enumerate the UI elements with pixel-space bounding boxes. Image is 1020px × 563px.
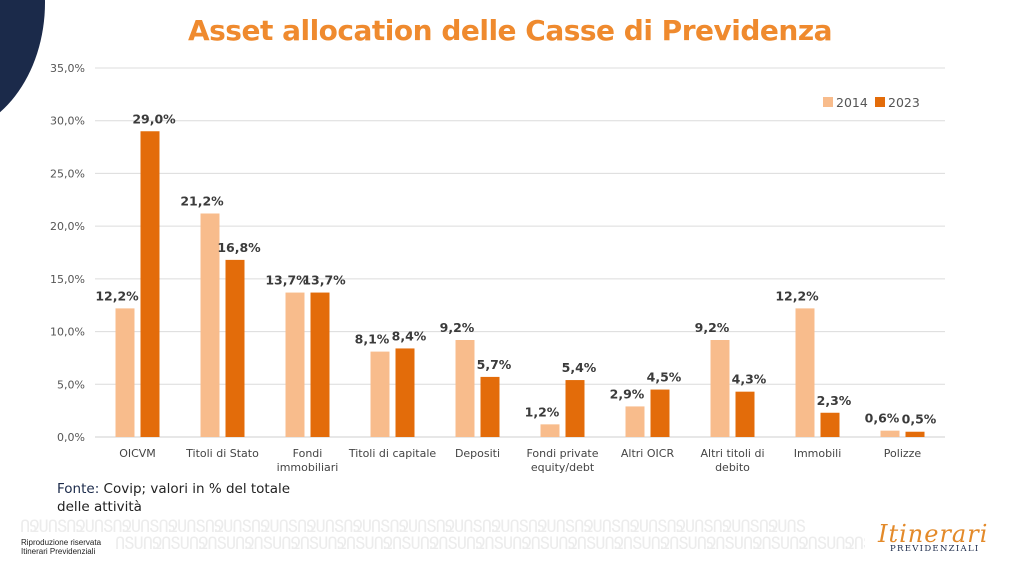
pattern-row-1: ՈՋՍՈՏՈՋՍՈՏՈՋՍՈՏՈՋՍՈՏՈՋՍՈՏՈՋՍՈՏՈՋՍՈՏՈՋՍՈՏ… bbox=[20, 519, 806, 537]
footer-copyright: Riproduzione riservata Itinerari Previde… bbox=[21, 538, 101, 556]
data-label-2023: 2,3% bbox=[817, 393, 852, 408]
data-label-2023: 5,4% bbox=[562, 360, 597, 375]
data-label-2023: 5,7% bbox=[477, 357, 512, 372]
bar-2023 bbox=[140, 131, 160, 437]
data-label-2023: 4,3% bbox=[732, 372, 767, 387]
y-tick-label: 5,0% bbox=[57, 378, 85, 391]
bar-2014 bbox=[285, 292, 305, 437]
data-label-2014: 2,9% bbox=[610, 386, 645, 401]
y-tick-label: 20,0% bbox=[50, 220, 85, 233]
source-text: Covip; valori in % del totale bbox=[99, 481, 291, 497]
bar-2014 bbox=[710, 340, 730, 437]
bar-2023 bbox=[905, 431, 925, 437]
bar-2014 bbox=[115, 308, 135, 437]
bar-2014 bbox=[200, 213, 220, 437]
data-label-2014: 1,2% bbox=[525, 404, 560, 419]
bar-2023 bbox=[480, 376, 500, 437]
y-tick-label: 15,0% bbox=[50, 273, 85, 286]
bar-2023 bbox=[820, 412, 840, 437]
y-axis-ticks: 0,0% 5,0% 10,0% 15,0% 20,0% 25,0% 30,0% 35,0% bbox=[50, 62, 85, 444]
y-tick-label: 30,0% bbox=[50, 115, 85, 128]
footer-line-2: Itinerari Previdenziali bbox=[21, 547, 96, 556]
category-label: Fondi private bbox=[526, 447, 598, 460]
data-label-2014: 9,2% bbox=[440, 320, 475, 335]
data-label-2023: 4,5% bbox=[647, 370, 682, 385]
bars bbox=[115, 131, 925, 437]
category-label: Polizze bbox=[884, 447, 922, 460]
source-label: Fonte: bbox=[57, 481, 100, 497]
decorative-pattern: ՈՋՍՈՏՈՋՍՈՏՈՋՍՈՏՈՋՍՈՏՈՋՍՈՏՈՋՍՈՏՈՋՍՈՏՈՋՍՈՏ… bbox=[20, 519, 865, 555]
data-label-2014: 9,2% bbox=[695, 320, 730, 335]
category-label: immobiliari bbox=[277, 461, 339, 474]
bar-2023 bbox=[735, 391, 755, 437]
y-tick-label: 25,0% bbox=[50, 167, 85, 180]
data-label-2014: 13,7% bbox=[265, 273, 309, 288]
data-label-2023: 16,8% bbox=[217, 240, 261, 255]
bar-2023 bbox=[225, 259, 245, 437]
bar-2023 bbox=[650, 389, 670, 437]
bar-2014 bbox=[880, 430, 900, 437]
chart-title: Asset allocation delle Casse di Previden… bbox=[187, 14, 833, 47]
category-label: Altri titoli di bbox=[700, 447, 764, 460]
logo-script: Itinerari bbox=[878, 520, 989, 548]
bar-2023 bbox=[395, 348, 415, 437]
pattern-row-2: ՈՏՍՈՋՈՏՍՈՋՈՏՍՈՋՈՏՍՈՋՈՏՍՈՋՈՏՍՈՋՈՏՍՈՋՈՏՍՈՋ… bbox=[115, 534, 865, 554]
source-text-2: delle attività bbox=[57, 499, 142, 515]
category-label: Titoli di Stato bbox=[185, 447, 259, 460]
data-label-2014: 12,2% bbox=[95, 288, 139, 303]
legend-label-2014: 2014 bbox=[836, 95, 868, 110]
data-label-2014: 8,1% bbox=[355, 332, 390, 347]
bar-2014 bbox=[540, 424, 560, 437]
category-label: debito bbox=[715, 461, 750, 474]
category-label: OICVM bbox=[119, 447, 156, 460]
category-label: Titoli di capitale bbox=[348, 447, 437, 460]
bar-2023 bbox=[310, 292, 330, 437]
y-tick-label: 0,0% bbox=[57, 431, 85, 444]
itinerari-logo: Itinerari PREVIDENZIALI bbox=[878, 520, 998, 554]
bar-2023 bbox=[565, 380, 585, 437]
logo-subtitle: PREVIDENZIALI bbox=[890, 544, 980, 554]
category-label: Altri OICR bbox=[621, 447, 675, 460]
legend-swatch-2023 bbox=[875, 97, 885, 107]
bar-2014 bbox=[795, 308, 815, 437]
bar-2014 bbox=[370, 351, 390, 437]
category-label: Depositi bbox=[455, 447, 500, 460]
footer-line-1: Riproduzione riservata bbox=[21, 538, 102, 547]
legend-label-2023: 2023 bbox=[888, 95, 920, 110]
data-label-2014: 0,6% bbox=[865, 411, 900, 426]
category-label: Immobili bbox=[794, 447, 842, 460]
data-label-2014: 12,2% bbox=[775, 288, 819, 303]
category-label: Fondi bbox=[293, 447, 323, 460]
category-label: equity/debt bbox=[531, 461, 595, 474]
source-note: Fonte: Covip; valori in % del totale del… bbox=[57, 480, 290, 516]
gridlines bbox=[95, 67, 945, 438]
data-label-2023: 29,0% bbox=[132, 111, 176, 126]
data-label-2023: 8,4% bbox=[392, 328, 427, 343]
y-tick-label: 10,0% bbox=[50, 326, 85, 339]
legend-swatch-2014 bbox=[823, 97, 833, 107]
data-labels: 12,2% 29,0% 21,2% 16,8% 13,7%13,7% 8,1% 8,4% 9,… bbox=[95, 111, 936, 426]
data-label-2023: 0,5% bbox=[902, 412, 937, 427]
data-label-2023: 13,7% bbox=[302, 273, 346, 288]
legend: 2014 2023 bbox=[823, 95, 920, 110]
bar-2014 bbox=[455, 340, 475, 437]
data-label-2014: 21,2% bbox=[180, 193, 224, 208]
bar-2014 bbox=[625, 406, 645, 437]
y-tick-label: 35,0% bbox=[50, 62, 85, 75]
